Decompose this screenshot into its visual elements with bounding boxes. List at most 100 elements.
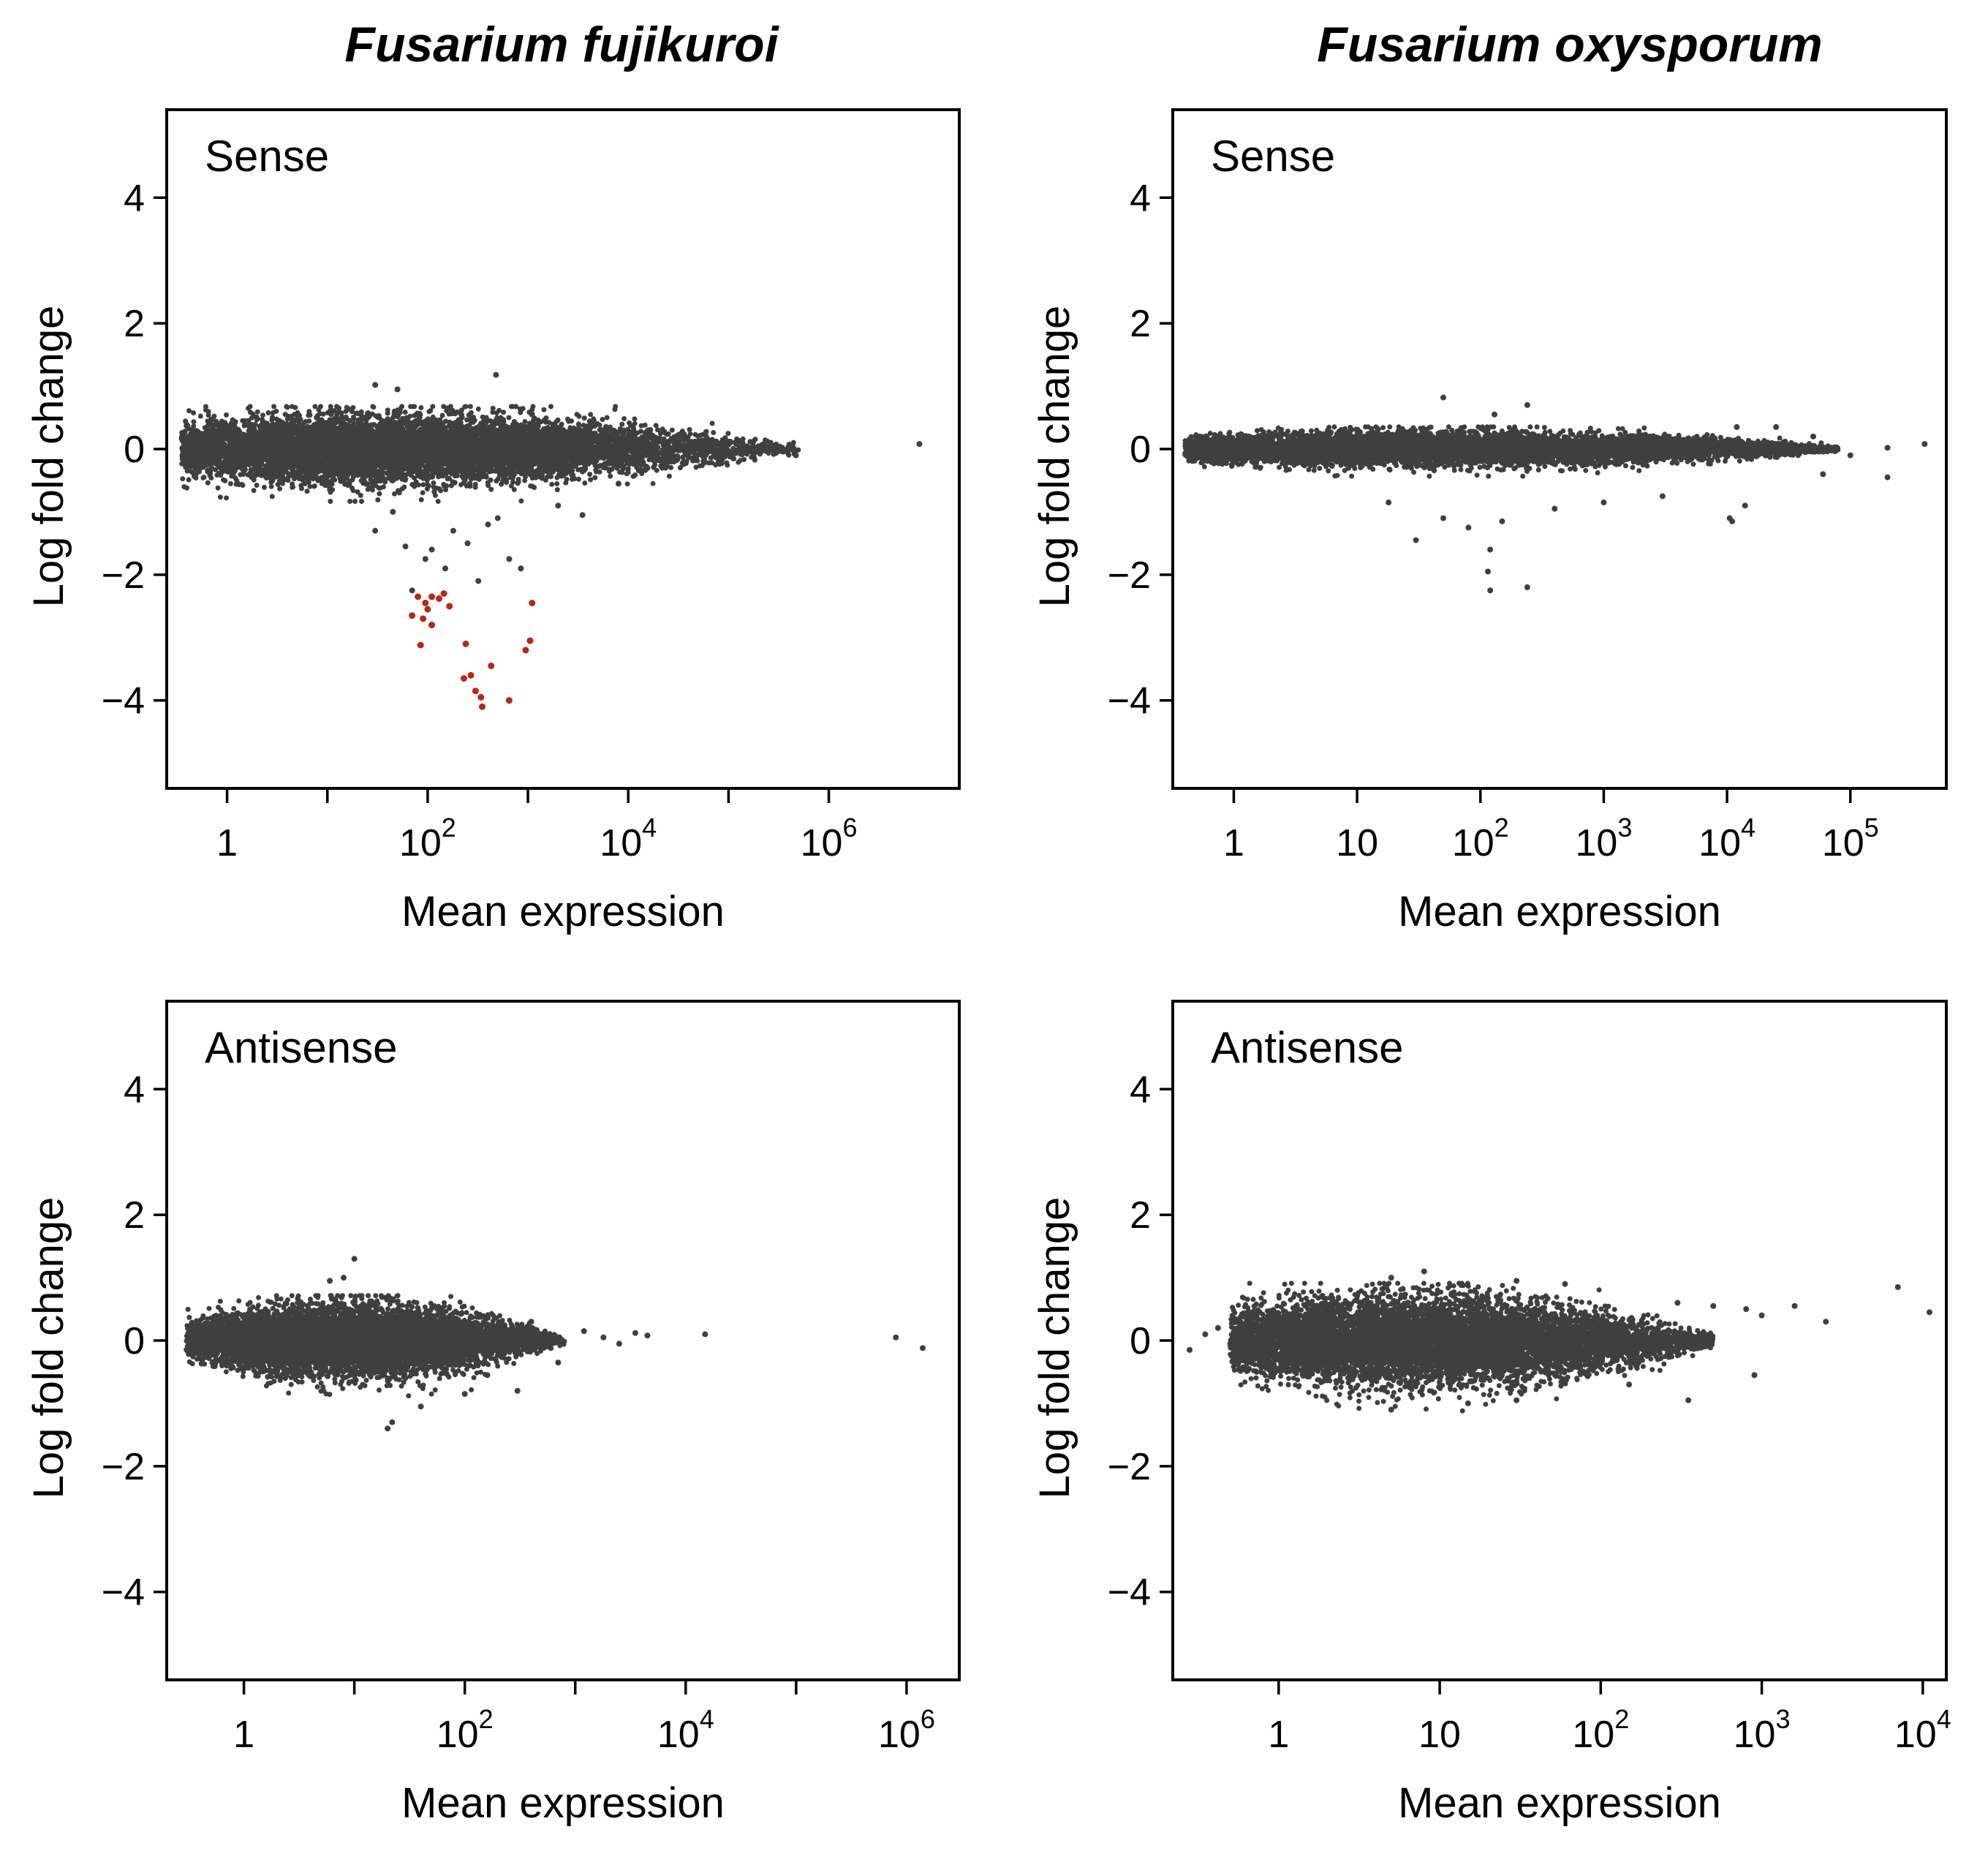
outlier-point [730, 449, 736, 456]
outlier-point [1685, 1397, 1692, 1403]
outlier-point [1600, 499, 1607, 506]
outlier-point [581, 1328, 587, 1335]
x-tick-label: 102 [399, 813, 456, 864]
outlier-point [518, 565, 524, 572]
highlighted-point [420, 615, 427, 622]
outlier-point [673, 440, 679, 446]
y-tick-label: 0 [124, 1320, 145, 1362]
outlier-point [1921, 441, 1928, 448]
highlighted-point [467, 671, 475, 679]
y-tick-label: 2 [124, 1194, 145, 1237]
outlier-point [529, 411, 535, 418]
y-tick-label: 0 [1130, 1320, 1151, 1362]
y-tick-label: −2 [102, 1446, 145, 1488]
y-tick-label: −2 [102, 554, 145, 597]
outlier-point [428, 546, 435, 553]
outlier-point [1742, 502, 1748, 509]
x-tick-label: 106 [878, 1704, 935, 1756]
panel-fo-antisense: −4 −2 0 2 4 1 10 102 103 104 Antisense Mean express… [1031, 1000, 1951, 1827]
points-fo-antisense [1187, 1268, 1932, 1414]
outlier-point [1487, 587, 1494, 594]
outlier-point [409, 587, 415, 594]
outlier-point [1524, 584, 1530, 591]
highlighted-point [472, 687, 479, 695]
y-axis-label: Log fold change [25, 1197, 72, 1499]
outlier-point [485, 521, 491, 528]
outlier-point [1465, 524, 1472, 531]
x-tick-label: 1 [233, 1714, 254, 1756]
points-ff-sense [178, 372, 923, 710]
outlier-point [555, 1360, 562, 1366]
outlier-point [390, 508, 396, 515]
outlier-point [1926, 1309, 1932, 1316]
outlier-point [528, 1319, 534, 1325]
outlier-point [1710, 1303, 1717, 1309]
y-axis-label: Log fold change [1031, 1197, 1078, 1499]
highlighted-point [424, 606, 431, 613]
y-tick-label: 0 [1130, 429, 1151, 471]
highlighted-point [479, 703, 486, 710]
outlier-point [394, 386, 401, 393]
outlier-point [1499, 518, 1505, 524]
points-ff-antisense [184, 1256, 926, 1432]
outlier-point [389, 1419, 396, 1425]
y-tick-label: 2 [1130, 303, 1151, 345]
y-axis-label: Log fold change [1031, 306, 1078, 608]
outlier-point [475, 578, 482, 584]
highlighted-point [529, 600, 536, 607]
outlier-point [1552, 505, 1558, 512]
y-axis-label: Log fold change [25, 306, 72, 608]
y-tick-label: −2 [1108, 1446, 1151, 1488]
outlier-point [1464, 1400, 1471, 1406]
outlier-point [461, 1391, 468, 1398]
outlier-point [417, 1403, 424, 1410]
outlier-point [484, 1372, 491, 1379]
x-tick-label: 104 [1698, 813, 1755, 864]
panel-label: Antisense [205, 1023, 398, 1072]
outlier-point [1487, 546, 1494, 553]
outlier-point [351, 1256, 358, 1262]
point-cloud [1182, 424, 1841, 479]
outlier-point [1187, 1346, 1193, 1353]
x-tick-label: 104 [600, 813, 657, 864]
outlier-point [555, 502, 562, 509]
outlier-point [1726, 515, 1733, 521]
outlier-point [1202, 1331, 1209, 1338]
highlighted-point [409, 612, 416, 619]
outlier-point [372, 527, 379, 534]
x-tick-label: 1 [216, 822, 238, 864]
highlighted-point [522, 646, 529, 654]
outlier-point [616, 1341, 622, 1347]
x-tick-label: 102 [1572, 1704, 1629, 1756]
outlier-point [1524, 402, 1530, 408]
outlier-point [1884, 474, 1891, 480]
outlier-point [1626, 1381, 1633, 1388]
panel-ff-sense: −4 −2 0 2 4 1 102 104 106 Sense Mean expression Log… [25, 108, 961, 935]
outlier-point [506, 556, 513, 562]
outlier-point [464, 540, 471, 546]
outlier-point [600, 1334, 607, 1341]
outlier-point [893, 1334, 899, 1341]
outlier-point [450, 527, 456, 534]
highlighted-point [505, 697, 513, 704]
outlier-point [920, 1345, 926, 1352]
point-cloud [178, 404, 801, 504]
outlier-point [1562, 1281, 1568, 1287]
y-tick-label: 4 [1130, 177, 1151, 219]
outlier-point [1773, 423, 1780, 430]
y-tick-label: 4 [124, 1068, 145, 1111]
points-fo-sense [1182, 394, 1928, 594]
outlier-point [1513, 1278, 1520, 1284]
point-cloud [1228, 1281, 1716, 1414]
y-tick-label: 2 [1130, 1194, 1151, 1237]
x-tick-label: 10 [1336, 822, 1378, 864]
y-tick-label: −4 [102, 1572, 145, 1614]
outlier-point [1485, 568, 1492, 575]
x-tick-label: 1 [1223, 822, 1244, 864]
outlier-point [1674, 1300, 1681, 1306]
outlier-point [773, 442, 779, 449]
y-tick-label: 0 [124, 429, 145, 471]
outlier-point [327, 1278, 333, 1284]
highlighted-point [461, 675, 468, 682]
outlier-point [402, 543, 409, 550]
